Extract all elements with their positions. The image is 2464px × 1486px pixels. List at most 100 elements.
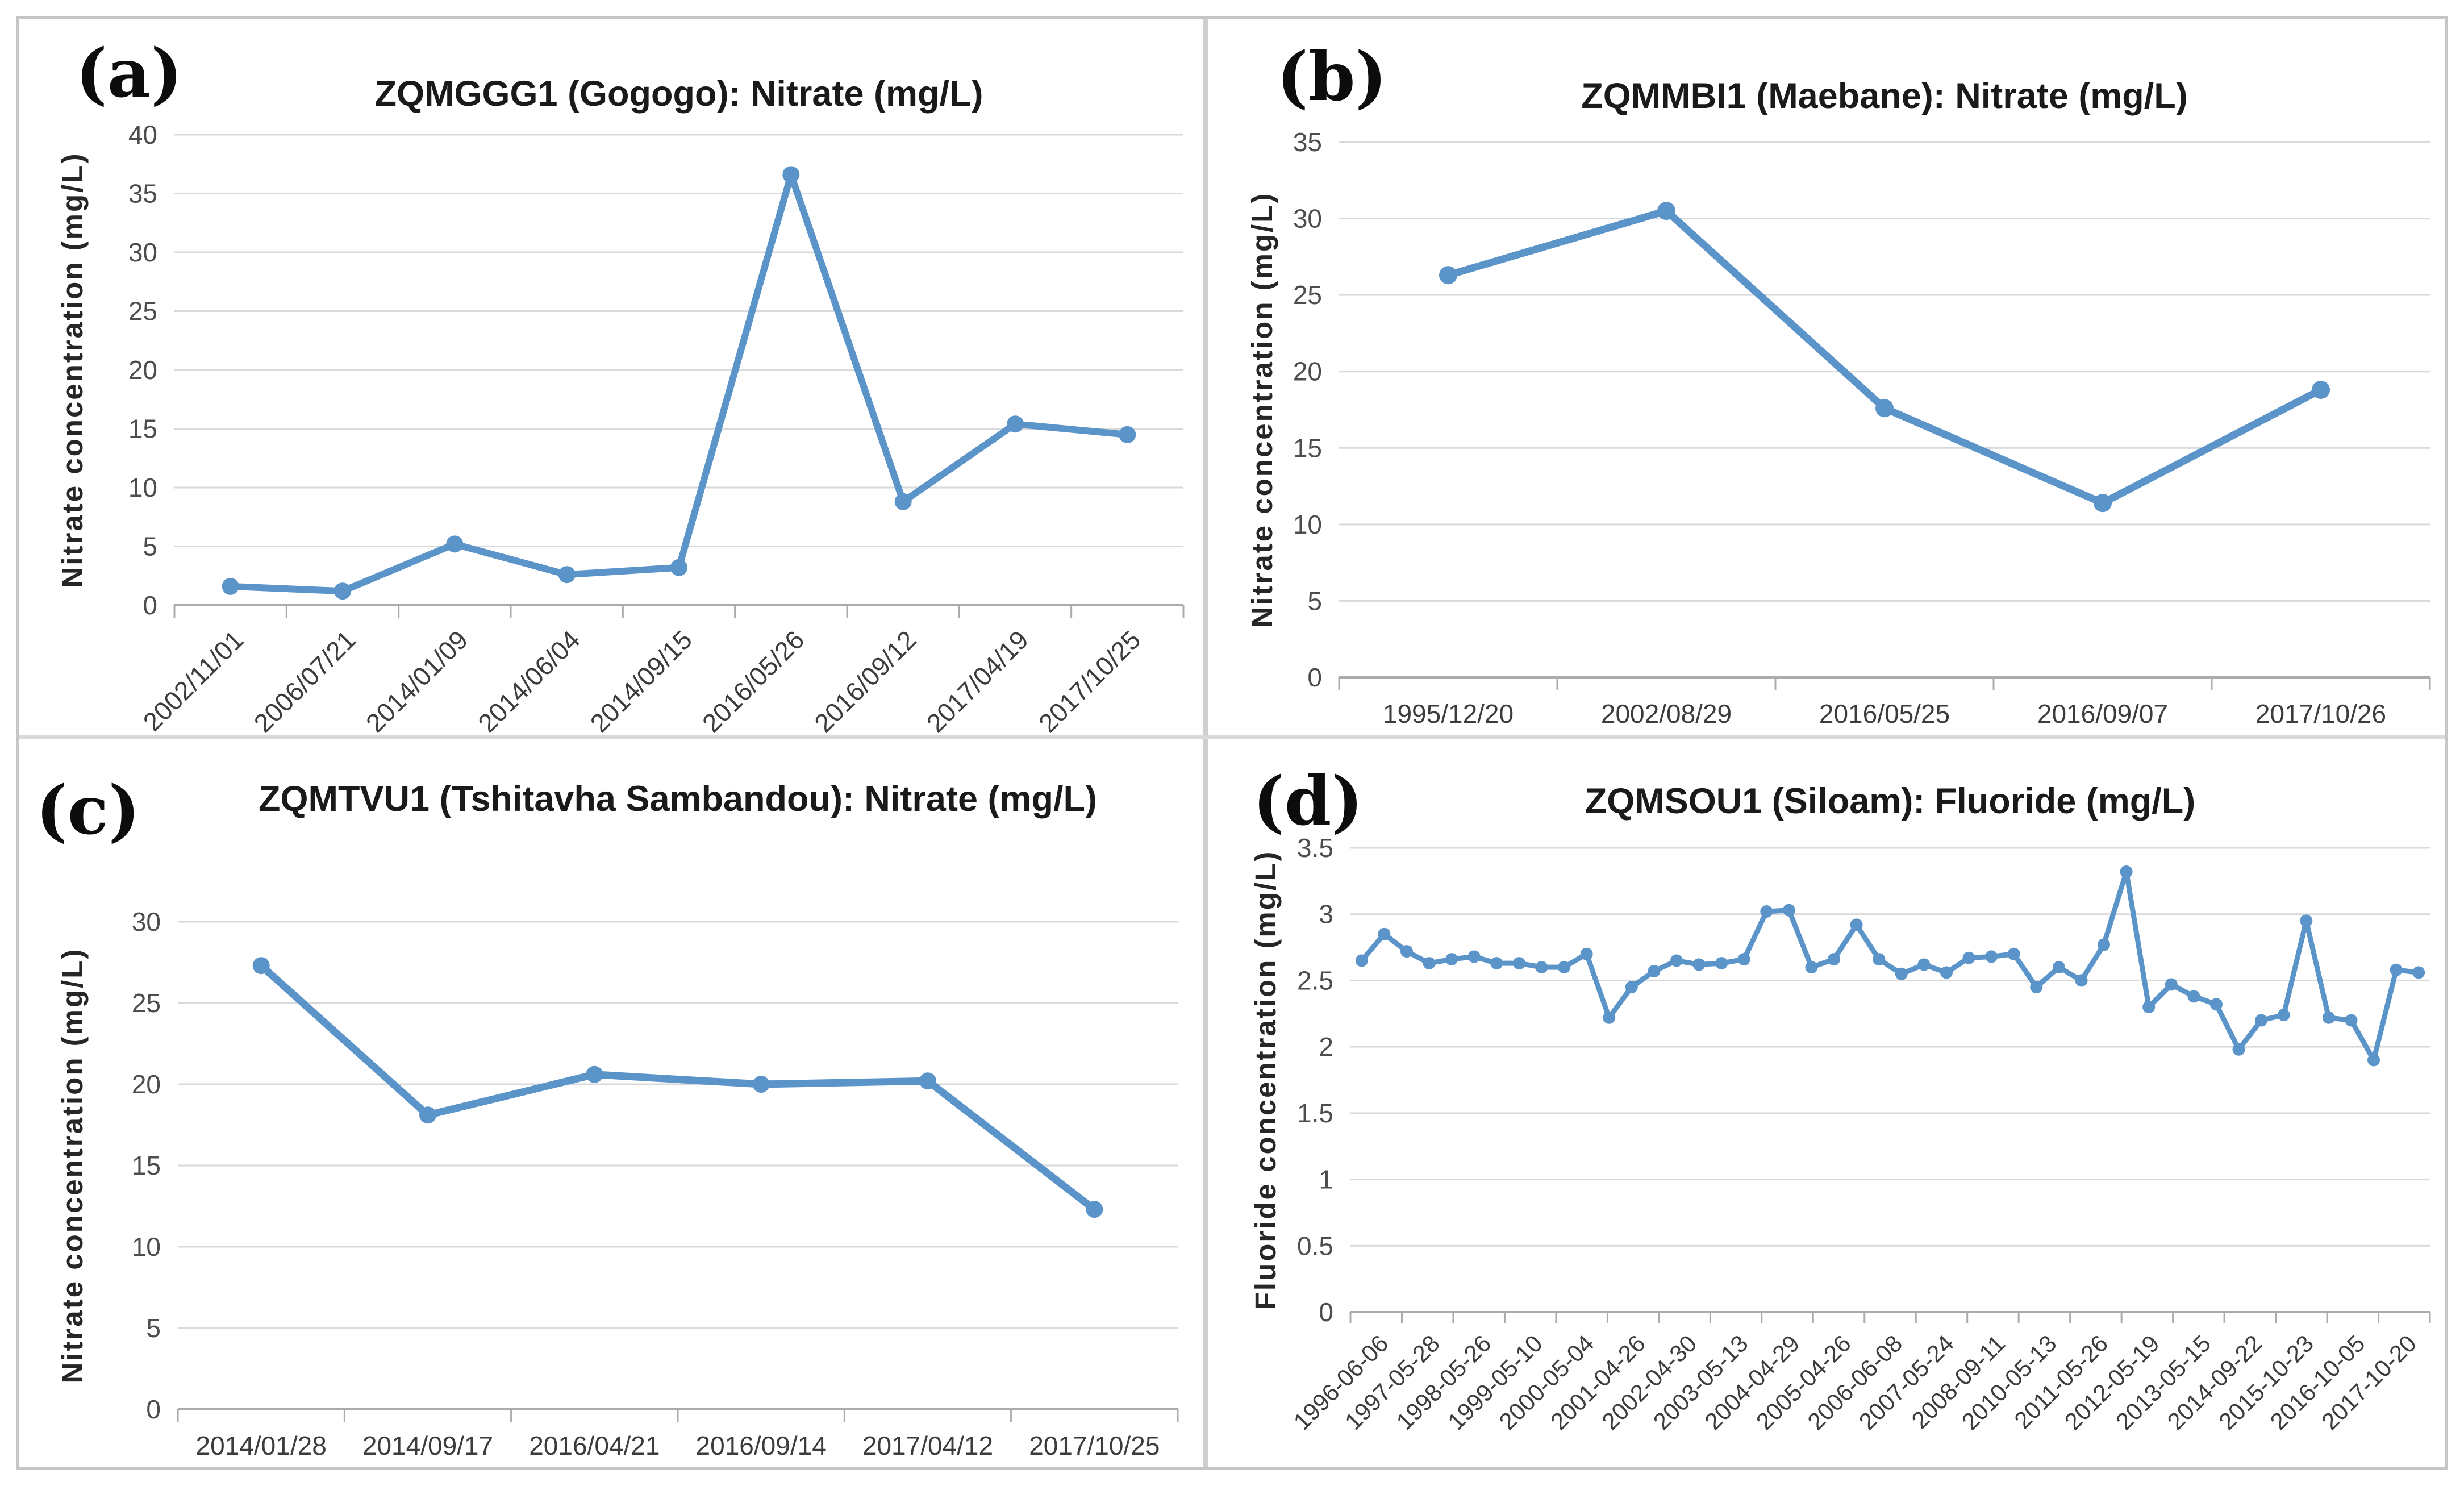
data-point	[558, 566, 576, 584]
data-point	[2345, 1014, 2358, 1027]
data-point	[670, 559, 687, 576]
y-tick-label: 5	[1307, 586, 1322, 615]
data-point	[2312, 381, 2330, 399]
y-tick-label: 30	[1293, 204, 1322, 234]
y-tick-label: 5	[146, 1313, 161, 1343]
x-tick-label: 2017/04/19	[921, 625, 1035, 735]
chart-title-c: ZQMTVU1 (Tshitavha Sambandou): Nitrate (…	[259, 779, 1097, 819]
y-tick-label: 0	[1307, 663, 1322, 692]
data-point	[1007, 415, 1024, 433]
data-point	[1917, 958, 1931, 971]
y-tick-label: 10	[132, 1232, 161, 1262]
x-tick-label: 2016/09/14	[696, 1431, 827, 1460]
data-point	[1715, 957, 1728, 970]
chart-a-canvas: 05101520253035402002/11/012006/07/212014…	[56, 120, 1185, 735]
y-tick-label: 25	[1293, 280, 1322, 310]
panel-c: (c) ZQMTVU1 (Tshitavha Sambandou): Nitra…	[19, 739, 1203, 1467]
series-line	[257, 961, 1098, 1213]
x-tick-label: 2016/04/21	[529, 1431, 660, 1460]
data-point	[446, 535, 464, 553]
data-point	[1875, 399, 1894, 418]
panel-letter-d: (d)	[1253, 761, 1364, 840]
data-point	[1580, 947, 1593, 960]
y-tick-label: 35	[128, 179, 157, 209]
vertical-divider	[1203, 19, 1208, 1467]
y-tick-label: 25	[128, 297, 157, 326]
y-tick-label: 15	[132, 1151, 161, 1180]
data-point	[334, 582, 351, 600]
panel-letter-b: (b)	[1277, 37, 1387, 116]
x-tick-label: 2002/08/29	[1601, 699, 1732, 729]
data-point	[1985, 950, 1998, 963]
panel-b: (b) ZQMMBI1 (Maebane): Nitrate (mg/L) 0 5…	[1208, 19, 2445, 735]
y-tick-label: 3	[1319, 900, 1333, 929]
chart-b-canvas: 0 5 10 15 20 25 30 35 1995/12/20 2002/08/29 2016/0…	[1246, 127, 2431, 729]
y-tick-label: 30	[128, 238, 157, 267]
data-point	[1873, 953, 1886, 966]
y-tick-label: 2.5	[1297, 965, 1333, 995]
y-tick-label: 2	[1319, 1032, 1333, 1062]
data-point	[1692, 958, 1706, 971]
x-tick-label: 2016/05/25	[1819, 699, 1950, 729]
data-point	[2390, 963, 2403, 976]
data-point	[1086, 1201, 1103, 1218]
series-line	[227, 171, 1131, 595]
x-tick-label: 2017/10/26	[2255, 699, 2386, 729]
data-point	[2255, 1014, 2268, 1027]
y-tick-label: 1.5	[1297, 1098, 1333, 1128]
data-point	[2142, 1001, 2156, 1014]
panel-d: (d) ZQMSOU1 (Siloam): Fluoride (mg/L) 0 0…	[1208, 739, 2445, 1467]
y-tick-label: 15	[1293, 433, 1322, 463]
horizontal-divider	[19, 735, 2445, 739]
x-tick-label: 2014/01/28	[196, 1431, 327, 1460]
data-point	[1648, 965, 1661, 978]
x-tick-label: 1995/12/20	[1383, 699, 1514, 729]
data-point	[1119, 426, 1136, 443]
data-point	[2187, 990, 2200, 1003]
data-point	[586, 1065, 603, 1083]
y-axis-title: Nitrate concentration (mg/L)	[56, 152, 89, 588]
data-point	[1895, 967, 1908, 980]
chart-d-canvas: 00.511.522.533.51996-06-061997-05-281998…	[1249, 833, 2431, 1435]
chart-title-a: ZQMGGG1 (Gogogo): Nitrate (mg/L)	[374, 74, 983, 114]
data-point	[252, 957, 270, 975]
x-tick-label: 2016/05/26	[697, 625, 810, 735]
x-tick-label: 2017/04/12	[862, 1431, 993, 1460]
data-point	[2052, 961, 2065, 974]
data-point	[1558, 961, 1570, 974]
y-tick-label: 30	[132, 907, 161, 936]
data-point	[1805, 961, 1818, 974]
data-point	[1625, 981, 1638, 994]
data-point	[1400, 945, 1413, 958]
x-tick-label: 2017/10/25	[1029, 1431, 1160, 1460]
data-point	[1439, 266, 1457, 285]
data-point	[1737, 953, 1750, 966]
y-tick-label: 10	[1293, 510, 1322, 539]
data-point	[782, 166, 800, 184]
data-point	[1828, 953, 1840, 966]
data-point	[2367, 1054, 2380, 1067]
y-axis-title: Nitrate concentration (mg/L)	[1246, 192, 1278, 628]
data-point	[2075, 974, 2088, 987]
data-point	[1490, 957, 1503, 970]
x-tick-label: 2014/01/09	[360, 625, 474, 735]
data-point	[2277, 1009, 2290, 1022]
y-axis-title: Nitrate concentration (mg/L)	[56, 948, 89, 1384]
data-point	[2412, 966, 2425, 979]
data-point	[2030, 981, 2043, 994]
y-tick-label: 1	[1319, 1165, 1333, 1194]
data-point	[1445, 953, 1458, 966]
panel-letter-a: (a)	[76, 34, 183, 113]
y-tick-label: 20	[128, 355, 157, 385]
y-tick-label: 20	[1293, 357, 1322, 386]
y-tick-label: 0	[146, 1395, 161, 1424]
y-tick-label: 0	[143, 590, 157, 620]
panel-a: (a) ZQMGGG1 (Gogogo): Nitrate (mg/L) 0 5 1…	[19, 19, 1203, 735]
data-point	[752, 1076, 770, 1093]
data-point	[1850, 918, 1863, 931]
data-point	[2210, 998, 2223, 1011]
data-point	[2300, 914, 2313, 927]
data-point	[894, 493, 912, 510]
data-point	[2232, 1043, 2245, 1056]
data-point	[1467, 950, 1481, 963]
